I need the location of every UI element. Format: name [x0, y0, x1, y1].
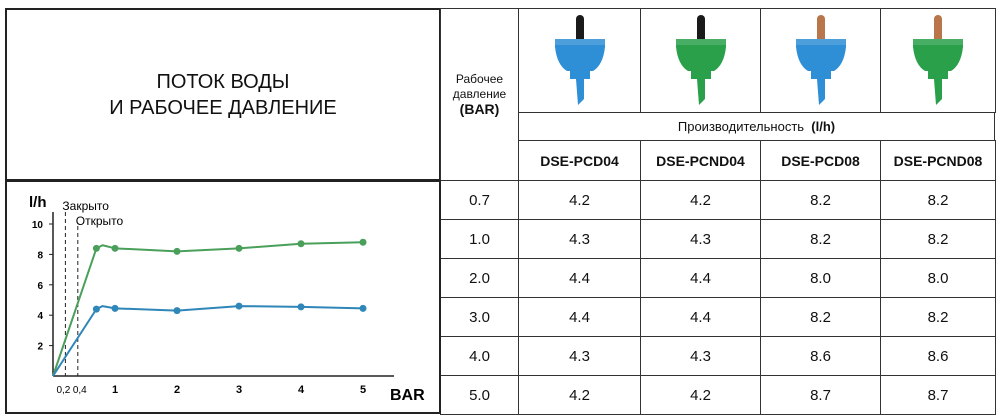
x-axis-label: BAR: [390, 387, 425, 404]
pressure-value: 1.0: [440, 219, 519, 259]
pressure-value: 5.0: [440, 375, 519, 415]
data-point: [173, 307, 181, 315]
flow-value: 4.4: [518, 258, 641, 298]
data-point: [297, 303, 305, 311]
flow-value: 8.0: [880, 258, 996, 298]
x-tick-label: 0,2: [56, 385, 70, 396]
flow-value: 4.3: [640, 336, 761, 376]
data-point: [111, 244, 119, 252]
flow-value: 4.2: [640, 180, 761, 220]
dripper-icon: [554, 15, 605, 105]
dripper-image: [880, 8, 996, 113]
data-point: [111, 304, 119, 312]
pressure-value: 2.0: [440, 258, 519, 298]
marker-label: Открыто: [76, 214, 124, 228]
data-point: [235, 302, 243, 310]
pressure-header: Рабочее давление (BAR): [440, 8, 519, 181]
flow-value: 4.2: [640, 375, 761, 415]
flow-value: 4.2: [518, 180, 641, 220]
productivity-header: Производительность (l/h): [518, 112, 995, 141]
page-title: ПОТОК ВОДЫ И РАБОЧЕЕ ДАВЛЕНИЕ: [5, 8, 441, 181]
pressure-value: 3.0: [440, 297, 519, 337]
dripper-image: [640, 8, 761, 113]
flow-chart: l/h BAR 2 4 6 8 10 0,2 0,4 1 2 3 4 5 Закрыто Открыто: [5, 180, 441, 414]
x-tick-label: 1: [112, 384, 118, 396]
flow-value: 8.2: [760, 180, 881, 220]
flow-value: 8.2: [760, 219, 881, 259]
dripper-icon: [913, 15, 963, 105]
pressure-value: 0.7: [440, 180, 519, 220]
y-axis-label: l/h: [29, 194, 47, 211]
data-point: [359, 238, 367, 246]
dripper-icon: [795, 15, 846, 105]
flow-value: 4.3: [518, 336, 641, 376]
model-name: DSE-PCND08: [880, 140, 996, 181]
flow-value: 4.3: [640, 219, 761, 259]
x-tick-label: 2: [174, 384, 180, 396]
dripper-image: [760, 8, 881, 113]
pressure-label: Рабочее: [455, 72, 504, 86]
flow-value: 8.2: [880, 297, 996, 337]
y-tick-label: 6: [37, 281, 43, 292]
dripper-icon: [675, 15, 726, 105]
productivity-label: Производительность: [677, 119, 805, 134]
series-line: [52, 305, 364, 377]
flow-value: 8.6: [760, 336, 881, 376]
flow-value: 4.4: [640, 258, 761, 298]
model-name: DSE-PCND04: [640, 140, 761, 181]
pressure-unit: (BAR): [459, 101, 500, 117]
pressure-value: 4.0: [440, 336, 519, 376]
dripper-image: [518, 8, 641, 113]
y-tick-label: 8: [37, 250, 43, 261]
data-point: [92, 244, 100, 252]
flow-value: 8.2: [880, 180, 996, 220]
model-name: DSE-PCD04: [518, 140, 641, 181]
x-tick-label: 5: [360, 384, 366, 396]
flow-value: 8.2: [760, 297, 881, 337]
x-tick-label: 3: [236, 384, 242, 396]
productivity-unit: (l/h): [811, 119, 836, 134]
title-line: И РАБОЧЕЕ ДАВЛЕНИЕ: [109, 96, 337, 119]
flow-value: 4.4: [518, 297, 641, 337]
flow-value: 8.0: [760, 258, 881, 298]
title-line: ПОТОК ВОДЫ: [156, 70, 290, 93]
flow-value: 4.3: [518, 219, 641, 259]
pressure-label: давление: [452, 87, 507, 101]
flow-value: 4.4: [640, 297, 761, 337]
x-tick-label: 4: [298, 384, 305, 396]
data-point: [173, 247, 181, 255]
x-tick-label: 0,4: [73, 385, 87, 396]
data-point: [297, 240, 305, 248]
data-point: [359, 304, 367, 312]
model-name: DSE-PCD08: [760, 140, 881, 181]
y-tick-label: 10: [32, 220, 44, 231]
flow-value: 8.7: [760, 375, 881, 415]
data-point: [92, 305, 100, 313]
marker-label: Закрыто: [62, 199, 109, 213]
flow-value: 8.2: [880, 219, 996, 259]
y-tick-label: 2: [37, 342, 43, 353]
flow-value: 8.6: [880, 336, 996, 376]
flow-value: 4.2: [518, 375, 641, 415]
data-point: [235, 244, 243, 252]
y-tick-label: 4: [37, 311, 43, 322]
flow-value: 8.7: [880, 375, 996, 415]
